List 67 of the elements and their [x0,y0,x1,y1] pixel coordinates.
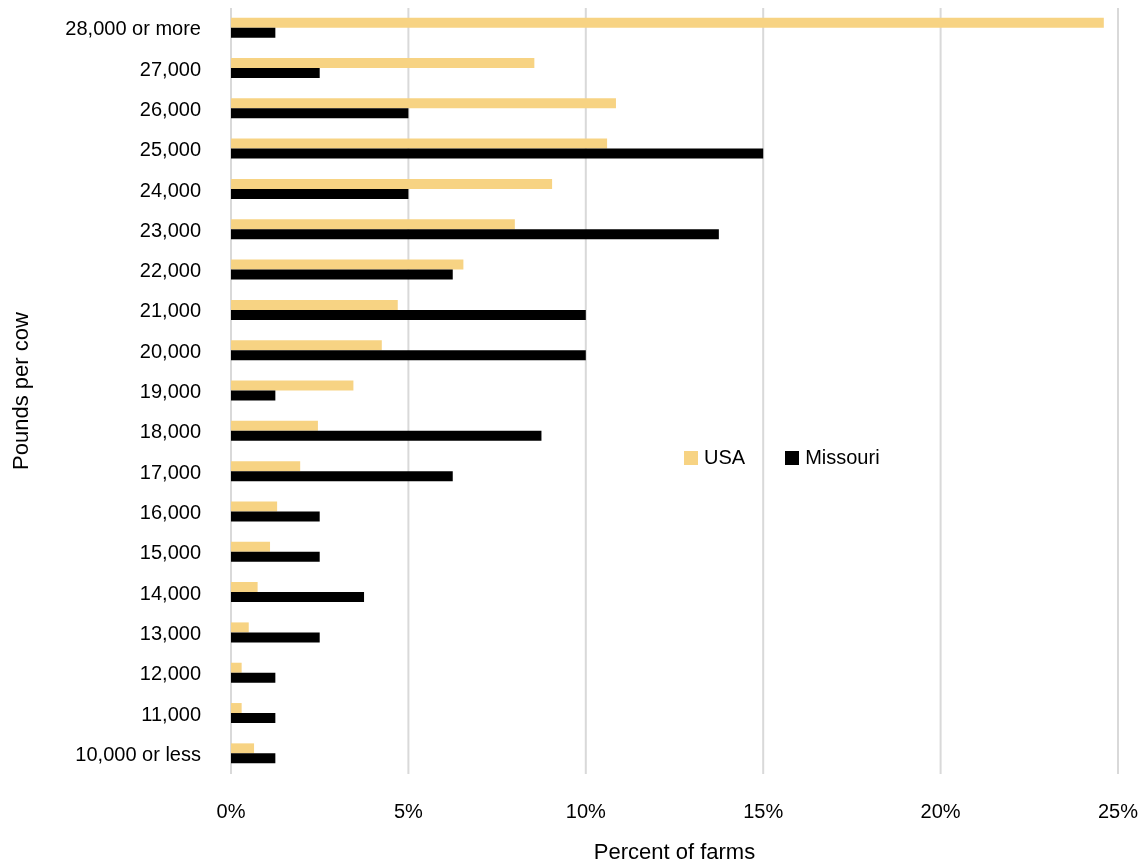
bar [231,27,276,38]
bar [231,380,354,391]
y-tick-label: 16,000 [139,501,201,524]
legend-label: USA [704,446,746,469]
bar [231,229,719,240]
y-tick-label: 11,000 [141,702,201,725]
y-tick-label: 28,000 or more [65,17,201,40]
y-tick-label: 23,000 [139,218,201,241]
bar [231,269,453,280]
x-tick-label: 5% [393,800,424,823]
bar [231,622,249,633]
y-tick-label: 20,000 [139,339,201,362]
bar [231,551,320,562]
y-tick-label: 12,000 [139,662,201,685]
bar [231,390,276,401]
bar [231,340,382,351]
bar [231,17,1104,28]
y-tick-label: 14,000 [139,581,201,604]
bar [231,703,242,714]
bar [231,430,542,441]
y-tick-label: 24,000 [139,178,201,201]
y-tick-label: 18,000 [139,420,201,443]
bar [231,350,586,361]
bar [231,98,616,109]
bar [231,471,453,482]
bar [231,420,318,431]
y-tick-label: 19,000 [139,380,201,403]
bar [231,108,409,119]
bar [231,662,242,673]
x-tick-label: 15% [743,800,784,823]
legend-label: Missouri [805,446,880,469]
bar [231,672,276,683]
bar [231,632,320,643]
bar [231,743,255,754]
bar [231,219,515,230]
bar [231,57,535,68]
bar [231,461,301,472]
bar [231,501,278,512]
y-tick-label: 13,000 [139,621,201,644]
y-axis-title: Pounds per cow [7,312,33,470]
y-tick-label: 27,000 [139,57,201,80]
x-axis-title: Percent of farms [593,839,756,863]
bar [231,67,320,78]
y-tick-label: 10,000 or less [75,742,201,765]
y-tick-label: 15,000 [139,541,201,564]
x-tick-label: 10% [565,800,607,823]
y-tick-label: 17,000 [139,460,201,483]
bar [231,713,276,724]
x-tick-label: 0% [216,800,246,823]
y-tick-label: 22,000 [139,259,201,282]
bar [231,188,409,199]
bar [231,309,586,320]
bar [231,299,398,310]
bar [231,592,365,603]
x-tick-label: 20% [920,800,961,823]
bar [231,178,553,189]
y-tick-label: 25,000 [139,138,201,161]
bar [231,582,258,593]
y-tick-label: 21,000 [139,299,201,322]
y-tick-label: 26,000 [139,97,201,120]
x-tick-label: 25% [1097,800,1139,823]
bar [231,541,271,552]
bar [231,138,608,149]
bar [231,259,464,270]
bar [231,511,320,522]
bar [231,753,276,764]
bar [231,148,764,159]
